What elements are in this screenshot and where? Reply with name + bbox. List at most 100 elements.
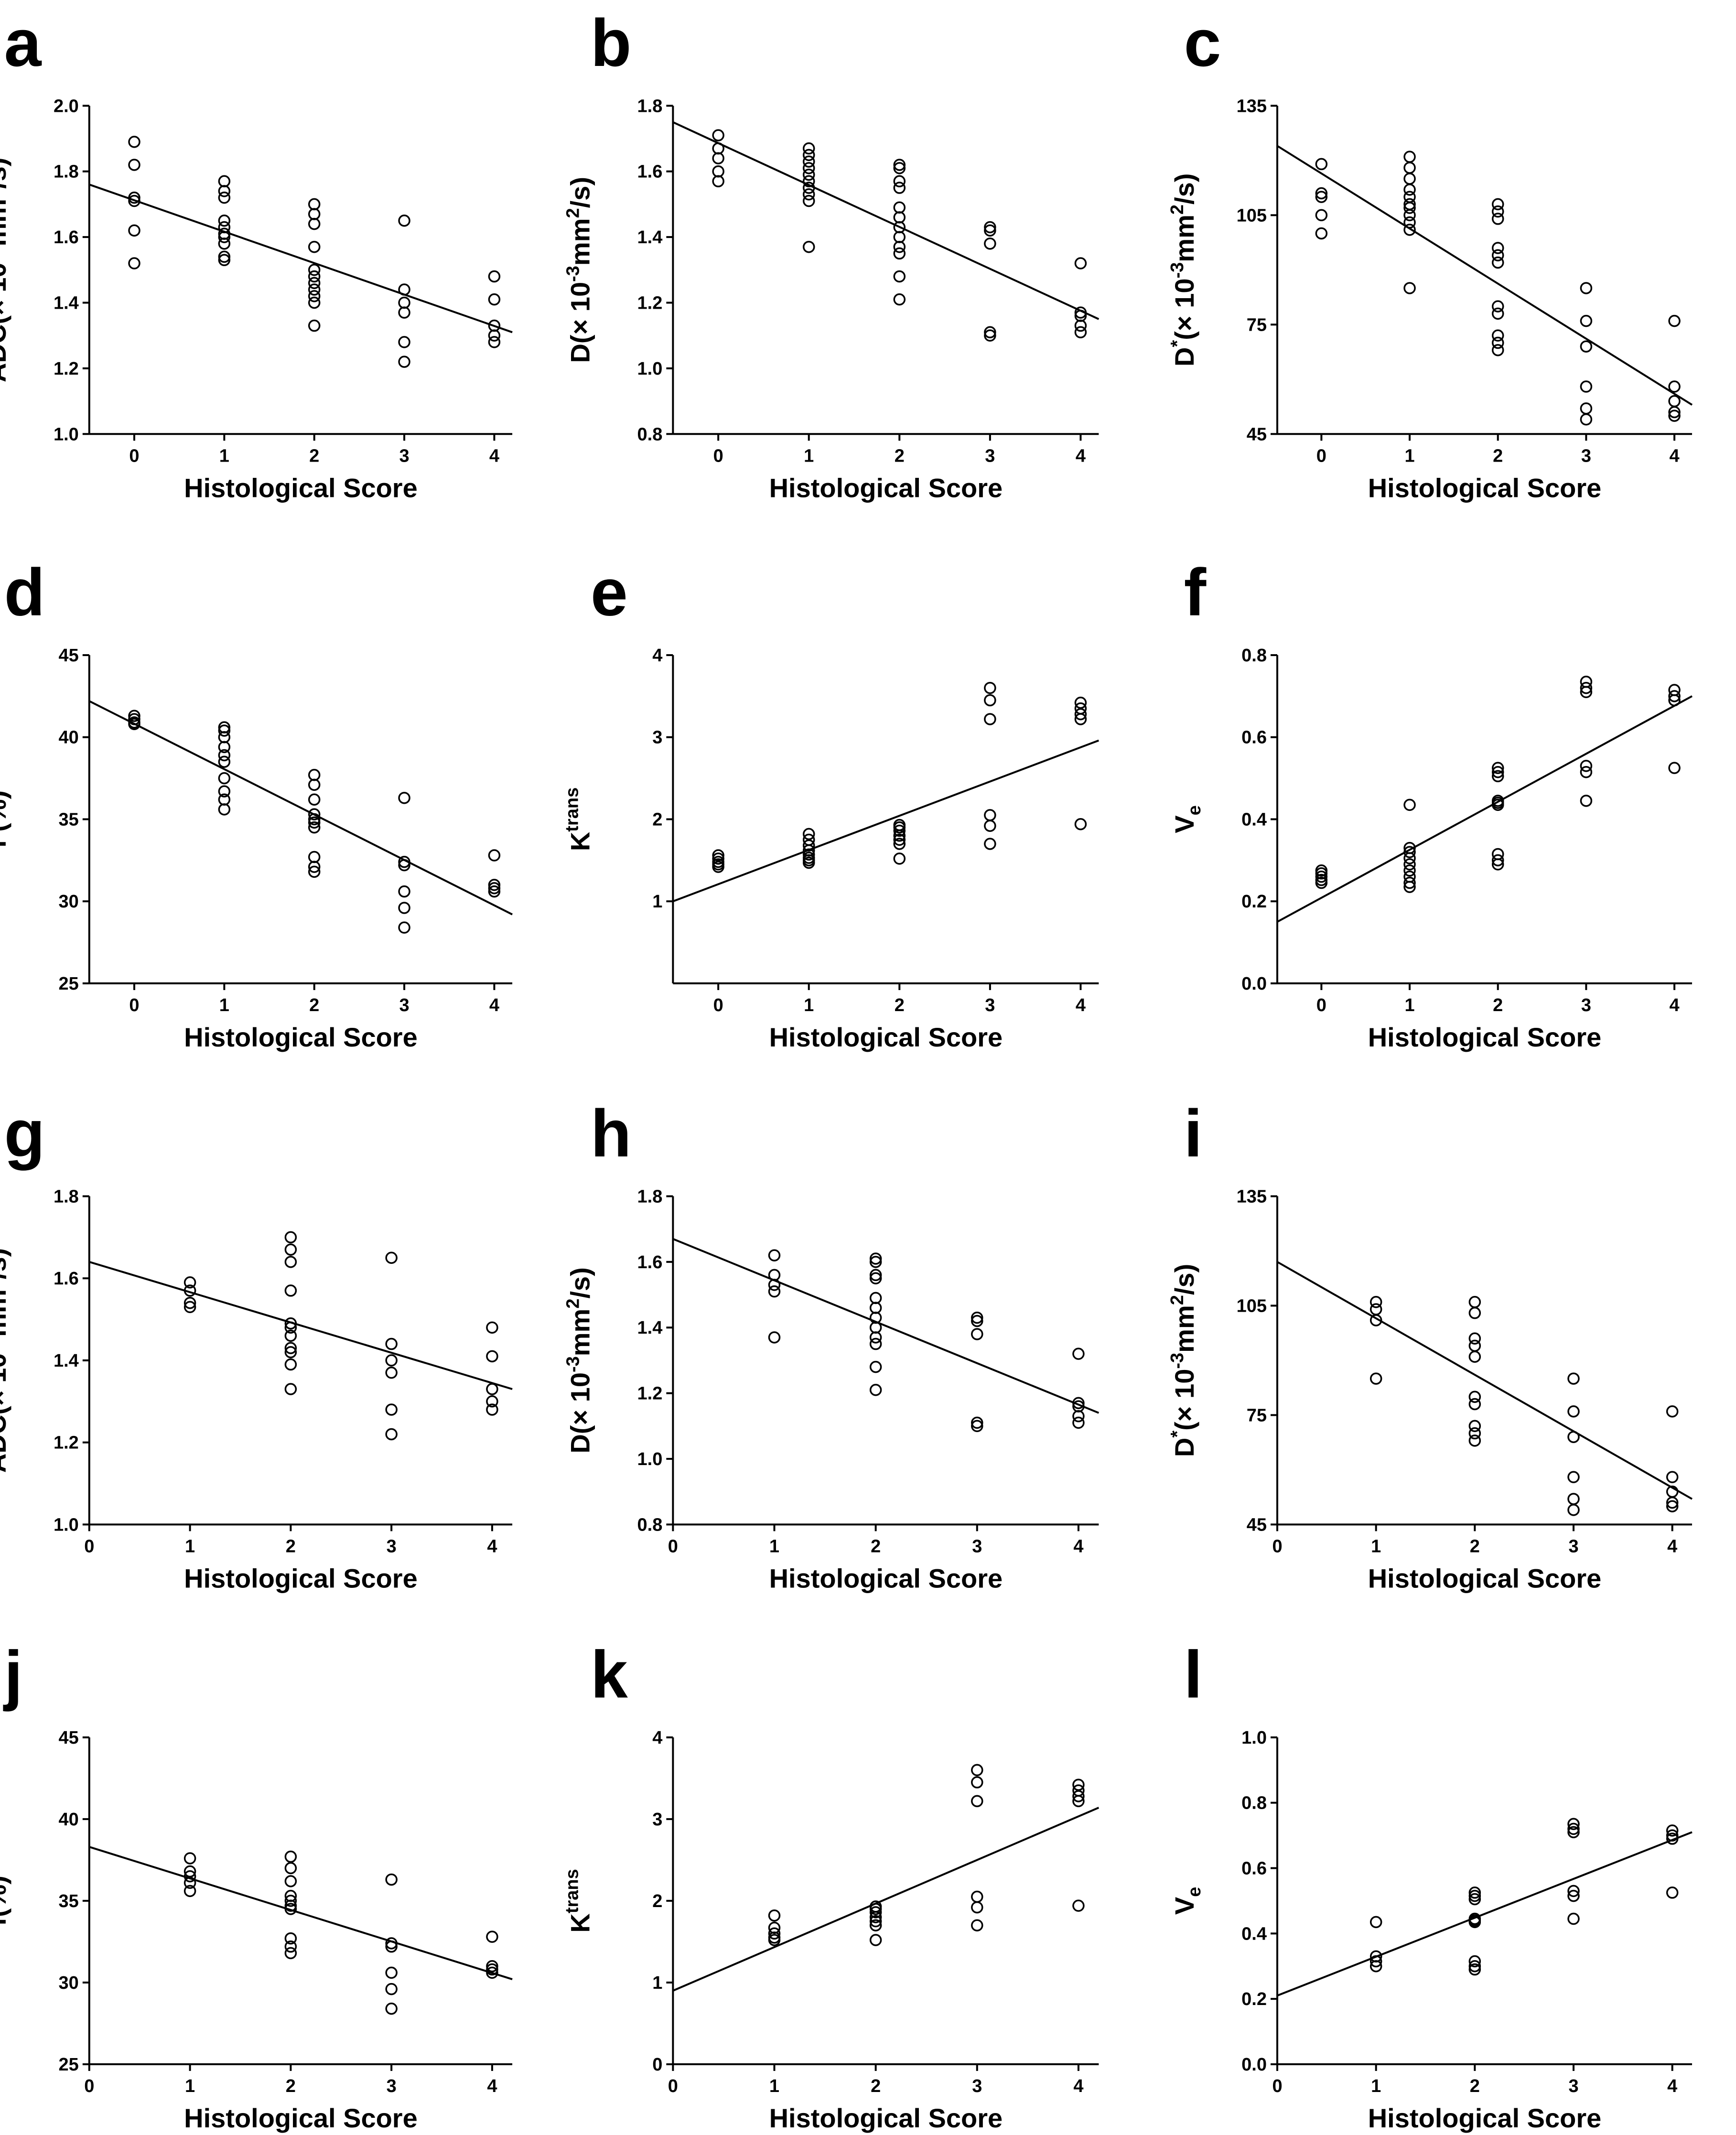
data-point (984, 326, 996, 339)
data-point (712, 175, 724, 188)
data-point (1072, 1348, 1085, 1360)
x-tick-label: 4 (487, 1536, 497, 1556)
data-point (308, 208, 321, 220)
data-point (1666, 1833, 1679, 1845)
panel-letter: l (1184, 1637, 1203, 1712)
data-point (1580, 795, 1593, 807)
data-point (1567, 1471, 1580, 1483)
y-axis-title-part: trans (562, 1869, 582, 1913)
data-point (984, 809, 996, 821)
data-point (1403, 202, 1416, 214)
data-point (1468, 1398, 1481, 1411)
y-tick-label: 0.6 (1241, 728, 1267, 748)
x-tick-label: 3 (985, 995, 995, 1015)
data-point (218, 214, 231, 227)
data-point (1403, 846, 1416, 858)
data-point (218, 749, 231, 762)
data-point (1369, 1303, 1382, 1316)
x-tick-label: 4 (1670, 446, 1680, 466)
x-tick-label: 2 (1470, 2076, 1480, 2096)
x-tick-label: 4 (1073, 1536, 1083, 1556)
data-point (1580, 380, 1593, 393)
y-tick-label: 0.2 (1241, 1989, 1267, 2009)
y-axis-title-part: 2 (563, 1298, 583, 1308)
data-point (1567, 1431, 1580, 1443)
x-tick-label: 3 (399, 446, 409, 466)
y-axis-title-part: /s) (0, 158, 11, 189)
data-point (385, 1366, 398, 1379)
data-point (308, 865, 321, 878)
y-axis-title: f(%) (0, 1876, 11, 1926)
data-point (1369, 1314, 1382, 1326)
data-point (1580, 314, 1593, 327)
regression-line (672, 739, 1100, 903)
data-point (869, 1272, 882, 1284)
data-point (385, 1337, 398, 1350)
x-axis-title: Histological Score (184, 1563, 418, 1593)
x-tick-label: 2 (286, 2076, 296, 2096)
y-axis-title: Ve (1169, 1887, 1205, 1915)
data-point (893, 821, 906, 834)
data-point (1491, 242, 1504, 254)
data-point (1668, 380, 1681, 393)
data-point (486, 1963, 498, 1976)
data-point (1580, 681, 1593, 694)
y-axis-title-part: D (1169, 347, 1199, 367)
data-point (1580, 402, 1593, 415)
data-point (284, 1383, 297, 1395)
y-axis-title-part: mm (565, 218, 595, 266)
y-tick-label: 0.6 (1241, 1858, 1267, 1878)
data-point (308, 816, 321, 829)
data-point (984, 224, 996, 237)
panel-h: h 0.8 1.0 1.2 1.4 1.6 1.8 0 1 2 3 4 Histological Sco… (563, 1096, 1100, 1593)
data-point (128, 718, 140, 731)
y-tick-label: 3 (652, 1810, 662, 1830)
data-point (183, 1301, 196, 1314)
data-point (984, 819, 996, 832)
data-point (218, 785, 231, 798)
data-point (768, 1249, 781, 1262)
y-tick-label: 45 (1247, 424, 1267, 444)
data-point (1468, 1916, 1481, 1929)
data-point (385, 1937, 398, 1950)
x-tick-label: 1 (185, 2076, 195, 2096)
data-point (218, 254, 231, 266)
data-point (385, 1966, 398, 1979)
data-point (1369, 1372, 1382, 1385)
data-point (1074, 306, 1087, 319)
y-tick-label: 0.4 (1241, 809, 1267, 830)
panel-b: b 0.8 1.0 1.2 1.4 1.6 1.8 0 1 2 3 4 Histological Sco… (563, 5, 1100, 503)
data-point (1491, 798, 1504, 811)
data-point (218, 755, 231, 768)
data-point (308, 851, 321, 863)
x-tick-label: 2 (1493, 995, 1503, 1015)
data-point (308, 198, 321, 211)
x-tick-label: 0 (1272, 2076, 1282, 2096)
y-axis-title-part: /s) (1169, 1264, 1199, 1295)
y-axis-title-part: trans (562, 787, 582, 832)
data-point (1468, 1893, 1481, 1906)
data-point (802, 142, 815, 155)
data-point (971, 1315, 983, 1327)
x-axis-title: Histological Score (1368, 473, 1602, 503)
data-point (486, 1403, 498, 1416)
panel-letter: g (4, 1096, 45, 1171)
y-axis-title-part: f (%) (0, 790, 11, 848)
data-point (1668, 314, 1681, 327)
y-axis-title: ADC(× 10-3mm2/s) (0, 1248, 11, 1473)
data-point (308, 240, 321, 253)
data-point (398, 792, 410, 804)
data-point (893, 852, 906, 865)
data-point (802, 240, 815, 253)
data-point (869, 1302, 882, 1314)
data-point (398, 283, 410, 296)
y-tick-label: 0.0 (1241, 974, 1267, 994)
y-tick-label: 1.4 (637, 1318, 663, 1338)
y-axis-title-part: (× 10 (1169, 279, 1199, 340)
y-axis-title: D(× 10-3mm2/s) (563, 177, 595, 363)
data-point (984, 681, 996, 694)
data-point (1567, 1504, 1580, 1516)
x-tick-label: 3 (1581, 446, 1591, 466)
y-axis-title-part: mm (1169, 215, 1199, 262)
data-point (1668, 395, 1681, 408)
